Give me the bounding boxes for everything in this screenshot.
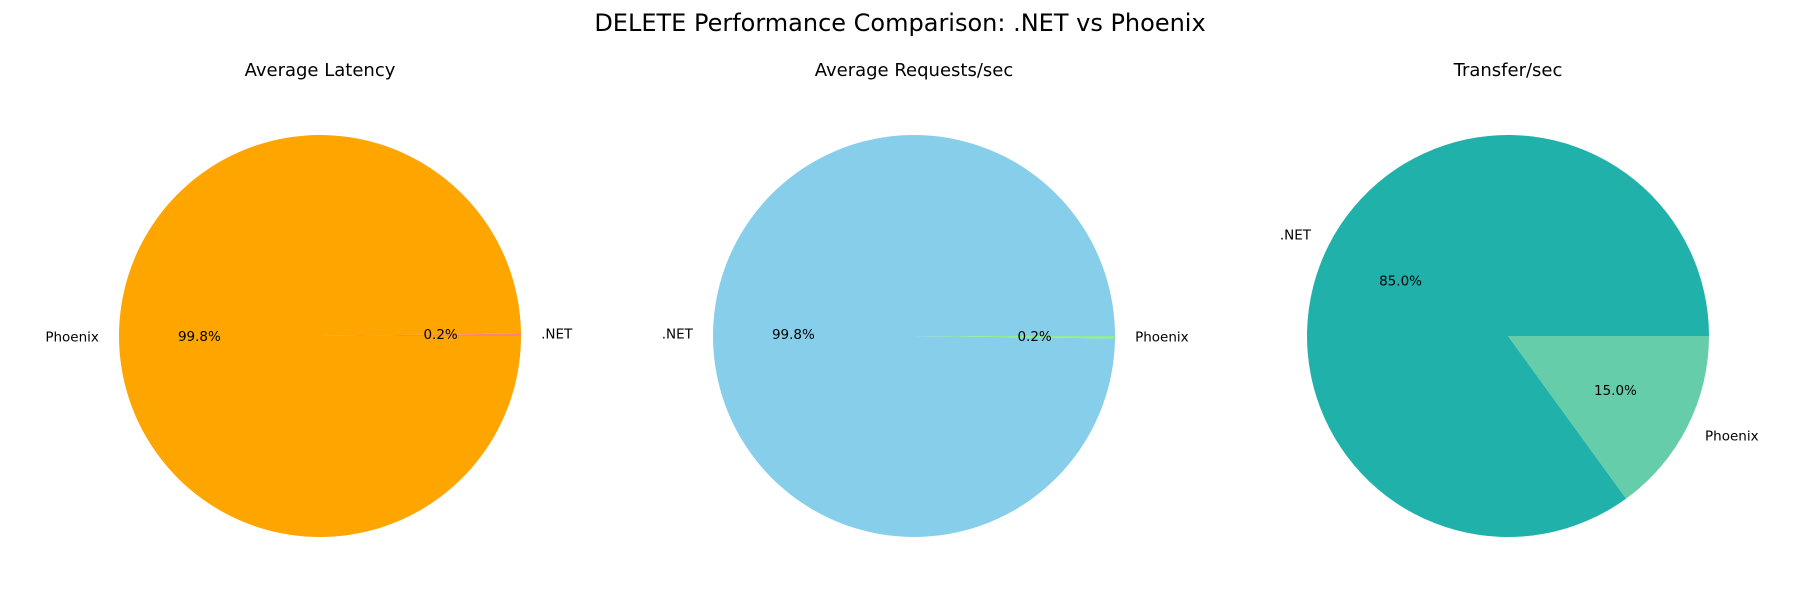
- pie-percent-label-average-requests-sec-phoenix: 0.2%: [1017, 329, 1051, 345]
- pie-percent-label-transfer-sec-phoenix: 15.0%: [1594, 383, 1637, 399]
- pie-chart-average-latency: Average Latency .NET 0.2% Phoenix 99.8%: [45, 60, 573, 538]
- chart-title-transfer-per-sec: Transfer/sec: [1453, 60, 1563, 81]
- pie-slice-transfer-sec-net: [1307, 134, 1709, 537]
- pie-label-average-requests-sec-net: .NET: [662, 327, 694, 343]
- pie-label-average-requests-sec-phoenix: Phoenix: [1135, 329, 1189, 345]
- pie-slice-average-requests-sec-net: [713, 134, 1115, 537]
- pie-labels-average-latency: .NET 0.2% Phoenix 99.8%: [45, 327, 573, 346]
- pie-label-transfer-sec-phoenix: Phoenix: [1705, 428, 1759, 444]
- chart-title-average-latency: Average Latency: [245, 60, 396, 81]
- pie-slices-average-latency: [119, 135, 521, 538]
- figure-title: DELETE Performance Comparison: .NET vs P…: [594, 9, 1205, 37]
- pie-label-transfer-sec-net: .NET: [1280, 228, 1312, 244]
- pie-slice-average-latency-phoenix: [119, 135, 521, 538]
- pie-chart-transfer-per-sec: Transfer/sec .NET 85.0% Phoenix 15.0%: [1280, 60, 1759, 537]
- pie-chart-average-requests-per-sec: Average Requests/sec .NET 99.8% Phoenix 0.2…: [662, 60, 1189, 537]
- pie-labels-transfer-per-sec: .NET 85.0% Phoenix 15.0%: [1280, 228, 1759, 445]
- pie-percent-label-average-latency-phoenix: 99.8%: [178, 329, 221, 345]
- pie-label-average-latency-phoenix: Phoenix: [45, 329, 99, 345]
- pie-percent-label-average-latency-net: 0.2%: [423, 327, 457, 343]
- chart-title-average-requests-per-sec: Average Requests/sec: [815, 60, 1014, 81]
- pie-slice-transfer-sec-phoenix: [1508, 336, 1709, 499]
- pie-slice-average-requests-sec-phoenix: [914, 336, 1115, 339]
- pie-percent-label-average-requests-sec-net: 99.8%: [772, 327, 815, 343]
- pie-labels-average-requests-per-sec: .NET 99.8% Phoenix 0.2%: [662, 327, 1189, 346]
- pie-label-average-latency-net: .NET: [541, 327, 573, 343]
- pie-slices-average-requests-per-sec: [713, 134, 1115, 537]
- pie-slices-transfer-per-sec: [1307, 134, 1709, 537]
- pie-slice-average-latency-net: [320, 333, 521, 336]
- pie-percent-label-transfer-sec-net: 85.0%: [1379, 273, 1422, 289]
